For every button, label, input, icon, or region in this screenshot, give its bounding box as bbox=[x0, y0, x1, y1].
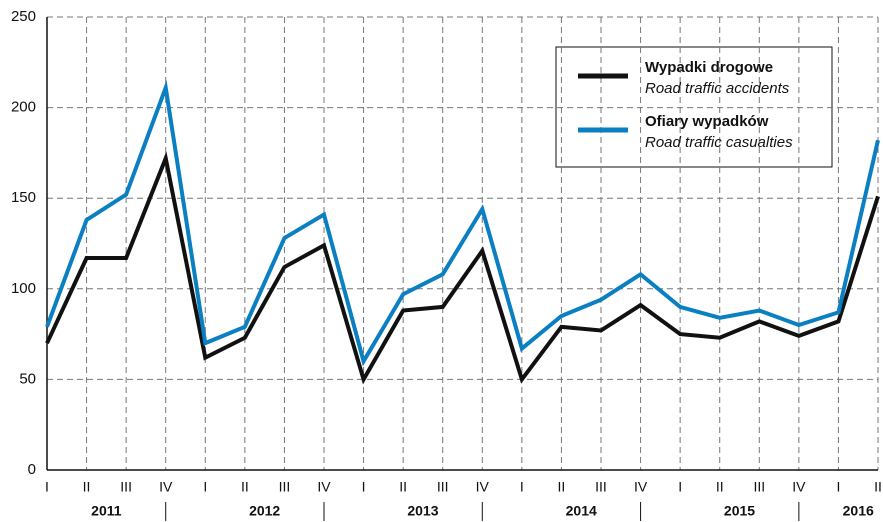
y-tick-label: 50 bbox=[19, 370, 36, 387]
x-tick-label: IV bbox=[317, 479, 331, 495]
x-tick-label: I bbox=[362, 479, 366, 495]
x-tick-label: III bbox=[437, 479, 449, 495]
year-label: 2013 bbox=[407, 503, 438, 519]
legend-label: Wypadki drogowe bbox=[645, 59, 773, 76]
legend-label: Ofiary wypadków bbox=[645, 113, 769, 130]
year-label: 2016 bbox=[843, 503, 874, 519]
x-tick-label: I bbox=[678, 479, 682, 495]
x-tick-label: I bbox=[203, 479, 207, 495]
series-line bbox=[45, 79, 880, 367]
y-tick-label: 200 bbox=[11, 99, 36, 116]
legend-box bbox=[555, 46, 833, 168]
year-label: 2015 bbox=[724, 503, 755, 519]
x-tick-label: III bbox=[595, 479, 607, 495]
x-tick-label: III bbox=[753, 479, 765, 495]
x-tick-label: IV bbox=[792, 479, 806, 495]
y-tick-label: 100 bbox=[11, 280, 36, 297]
x-tick-label: II bbox=[558, 479, 566, 495]
x-tick-label: IV bbox=[159, 479, 173, 495]
x-tick-label: III bbox=[279, 479, 291, 495]
x-tick-label: II bbox=[241, 479, 249, 495]
x-tick-label: II bbox=[716, 479, 724, 495]
x-tick-label: I bbox=[520, 479, 524, 495]
x-tick-label: II bbox=[399, 479, 407, 495]
y-tick-label: 0 bbox=[28, 461, 36, 478]
year-label: 2014 bbox=[566, 503, 597, 519]
x-tick-label: II bbox=[83, 479, 91, 495]
y-tick-label: 250 bbox=[11, 8, 36, 25]
legend-label-en: Road traffic casualties bbox=[645, 134, 793, 151]
x-tick-label: I bbox=[45, 479, 49, 495]
x-tick-label: III bbox=[120, 479, 132, 495]
legend-label-en: Road traffic accidents bbox=[645, 80, 790, 97]
year-label: 2012 bbox=[249, 503, 280, 519]
x-tick-label: IV bbox=[476, 479, 490, 495]
x-tick-label: IV bbox=[634, 479, 648, 495]
x-tick-label: I bbox=[836, 479, 840, 495]
y-tick-label: 150 bbox=[11, 189, 36, 206]
year-label: 2011 bbox=[91, 503, 122, 519]
x-tick-label: II bbox=[874, 479, 882, 495]
series-line bbox=[45, 151, 880, 385]
